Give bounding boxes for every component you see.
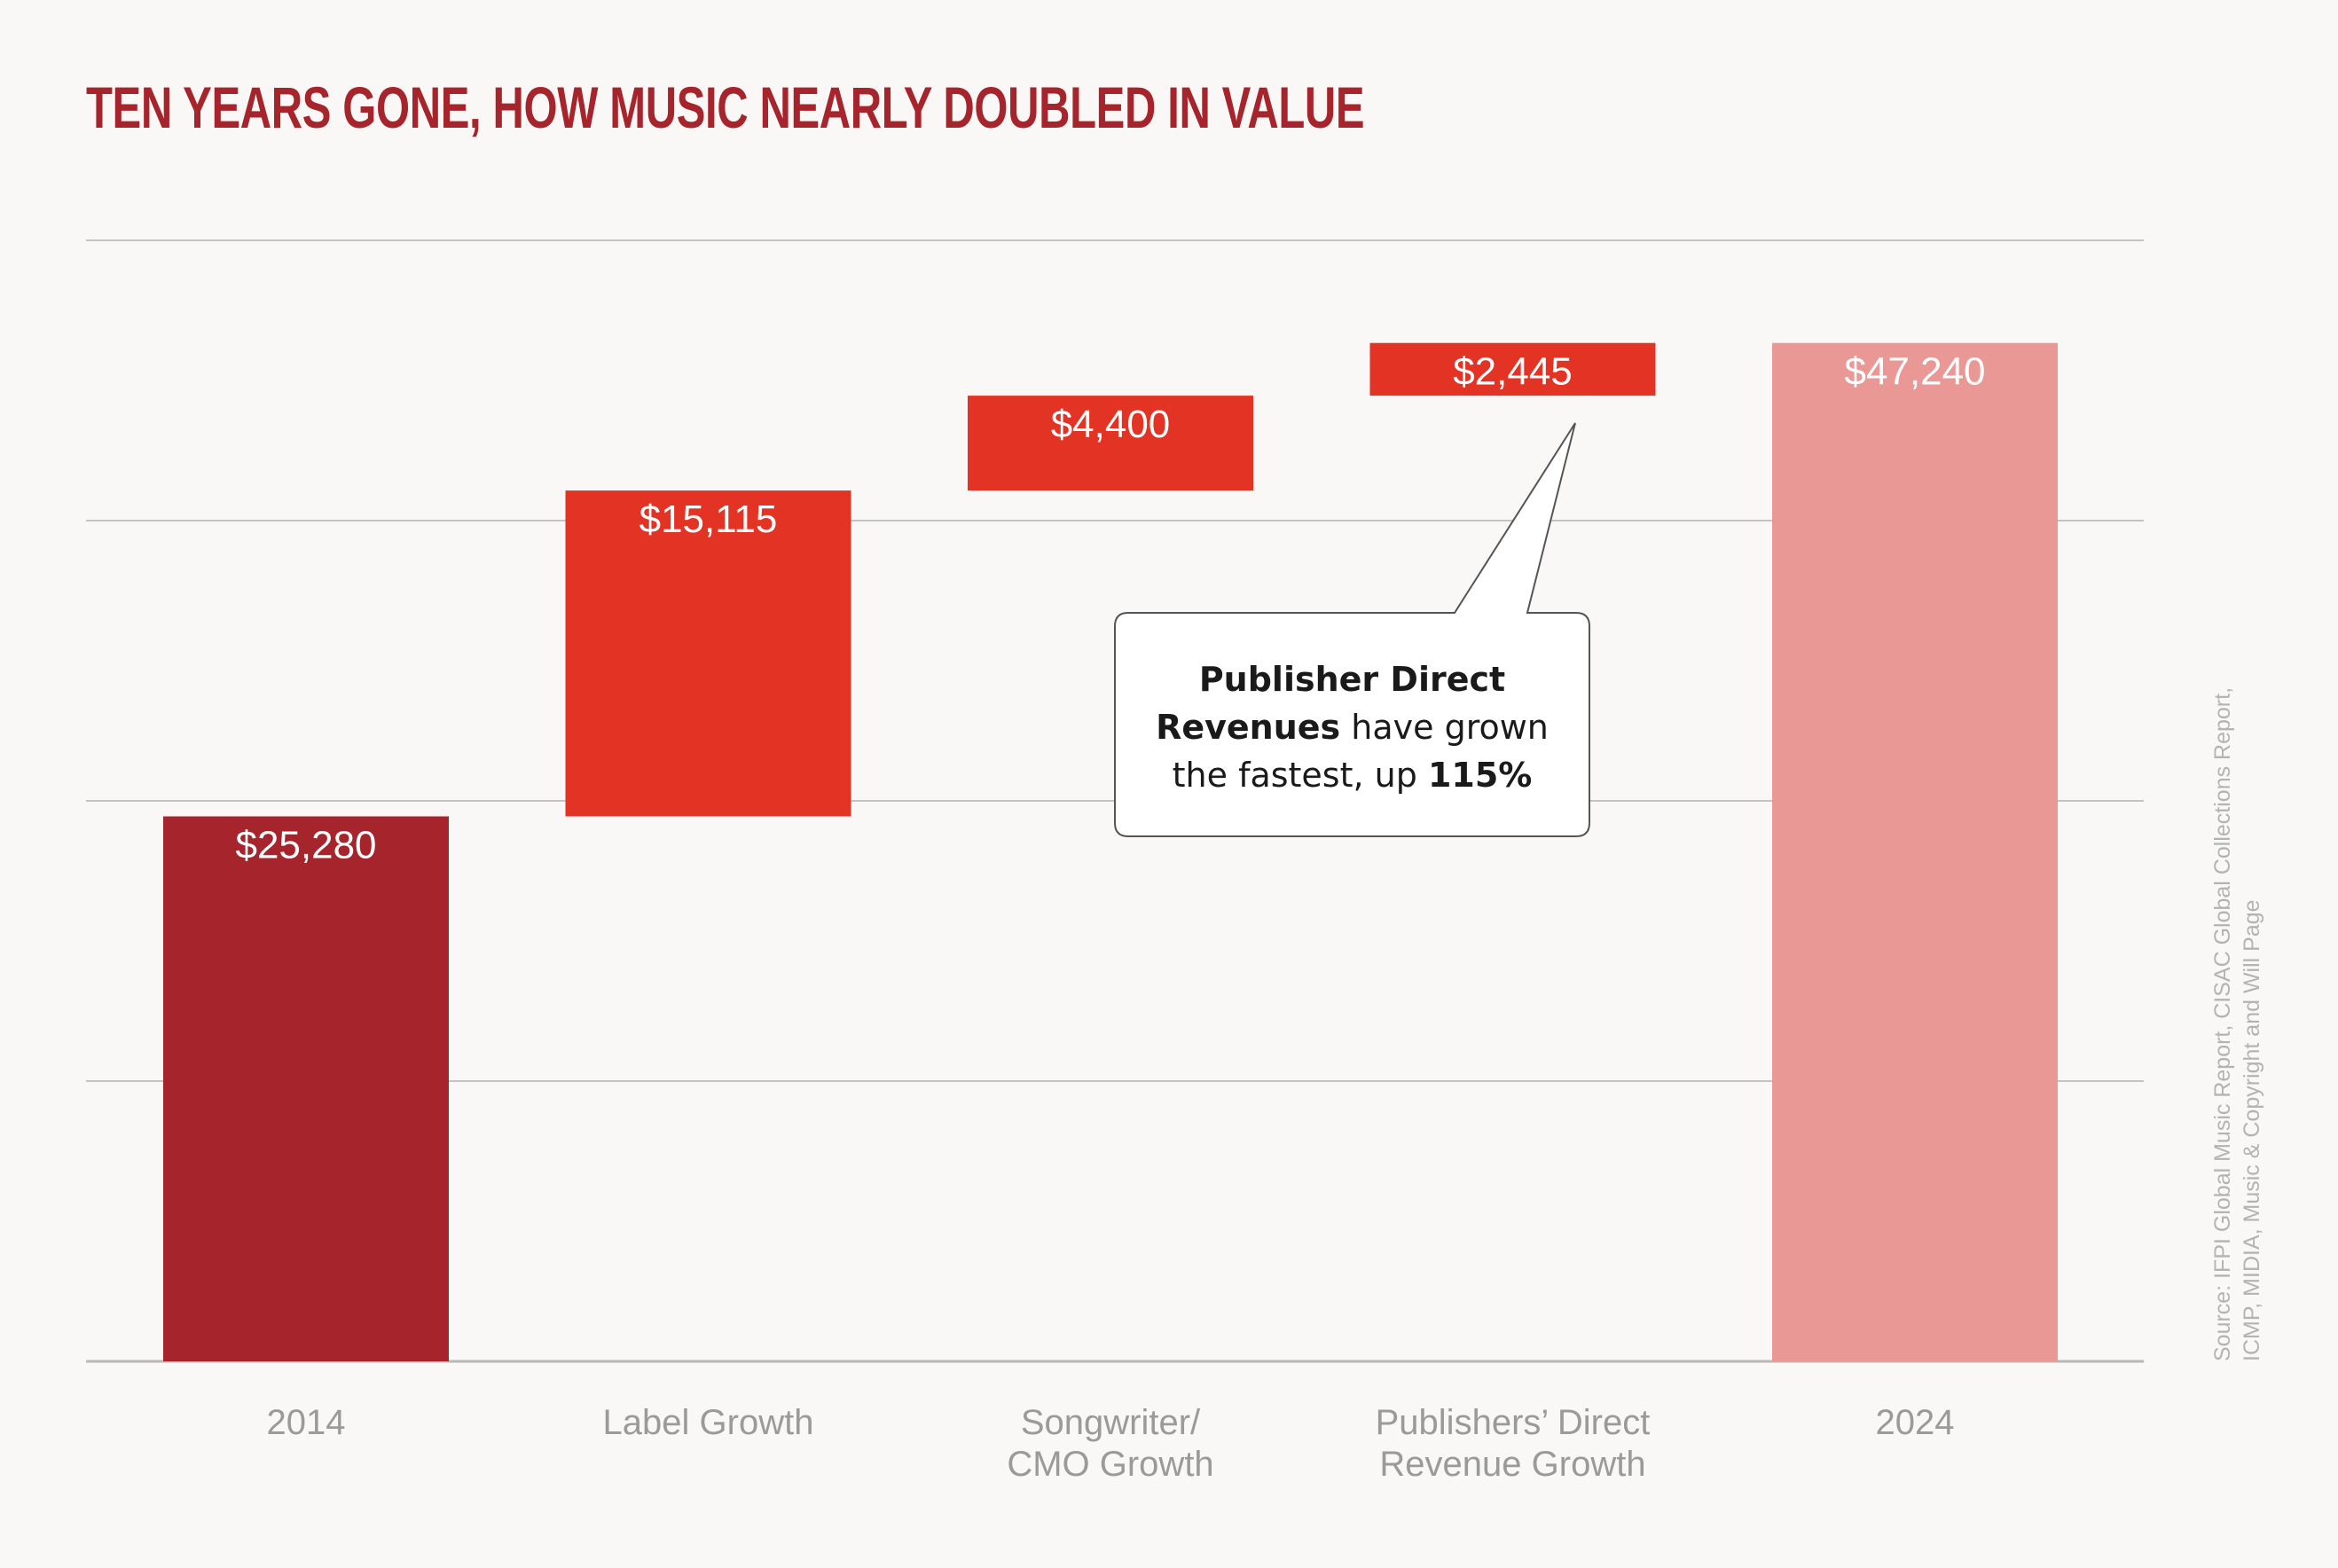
category-label-line: Label Growth — [603, 1403, 814, 1442]
category-label-line: Revenue Growth — [1379, 1445, 1645, 1484]
bar-value-label: $47,240 — [1844, 350, 1985, 394]
category-label: 2014 — [267, 1403, 346, 1442]
callout-text: Publisher Direct Revenues have grown the… — [1142, 655, 1563, 799]
bar-2 — [565, 490, 851, 817]
bar-1 — [163, 816, 449, 1361]
bar-4 — [1369, 342, 1656, 396]
category-label: Publishers’ Direct Revenue Growth — [1376, 1403, 1651, 1484]
bars — [163, 342, 2058, 1362]
bar-5 — [1772, 342, 2058, 1362]
bar-3 — [968, 396, 1253, 491]
source-note: Source: IFPI Global Music Report, CISAC … — [2210, 686, 2264, 1361]
category-label-line: 2014 — [267, 1403, 346, 1442]
callout-bubble — [1114, 422, 1590, 837]
category-label: Songwriter/CMO Growth — [1007, 1403, 1213, 1484]
category-labels: 2014 Label Growth Songwriter/CMO Growth Pub… — [267, 1403, 1955, 1484]
callout-bold-lead: Publisher Direct Revenues — [1156, 660, 1506, 747]
callout-annotation: Publisher Direct Revenues have grown the… — [1115, 613, 1589, 836]
chart-title: TEN YEARS GONE, HOW MUSIC NEARLY DOUBLED… — [86, 74, 1365, 140]
bar-value-label: $4,400 — [1051, 403, 1171, 446]
bar-value-label: $25,280 — [235, 824, 376, 867]
category-label-line: Songwriter/ — [1021, 1403, 1201, 1442]
bar-value-label: $2,445 — [1453, 350, 1573, 394]
category-label-line: CMO Growth — [1007, 1445, 1213, 1484]
callout-bold-tail: 115% — [1427, 756, 1533, 795]
category-label-line: Publishers’ Direct — [1376, 1403, 1651, 1442]
category-label-line: 2024 — [1876, 1403, 1955, 1442]
callout-body: have grown the fastest, up — [1172, 708, 1549, 795]
category-label: Label Growth — [603, 1403, 814, 1442]
bar-value-labels: $25,280 $15,115 $4,400 $2,445 $47,240 — [235, 350, 1985, 867]
category-label: 2024 — [1876, 1403, 1955, 1442]
callout-pointer-outline — [1114, 422, 1590, 837]
bar-value-label: $15,115 — [639, 498, 778, 541]
